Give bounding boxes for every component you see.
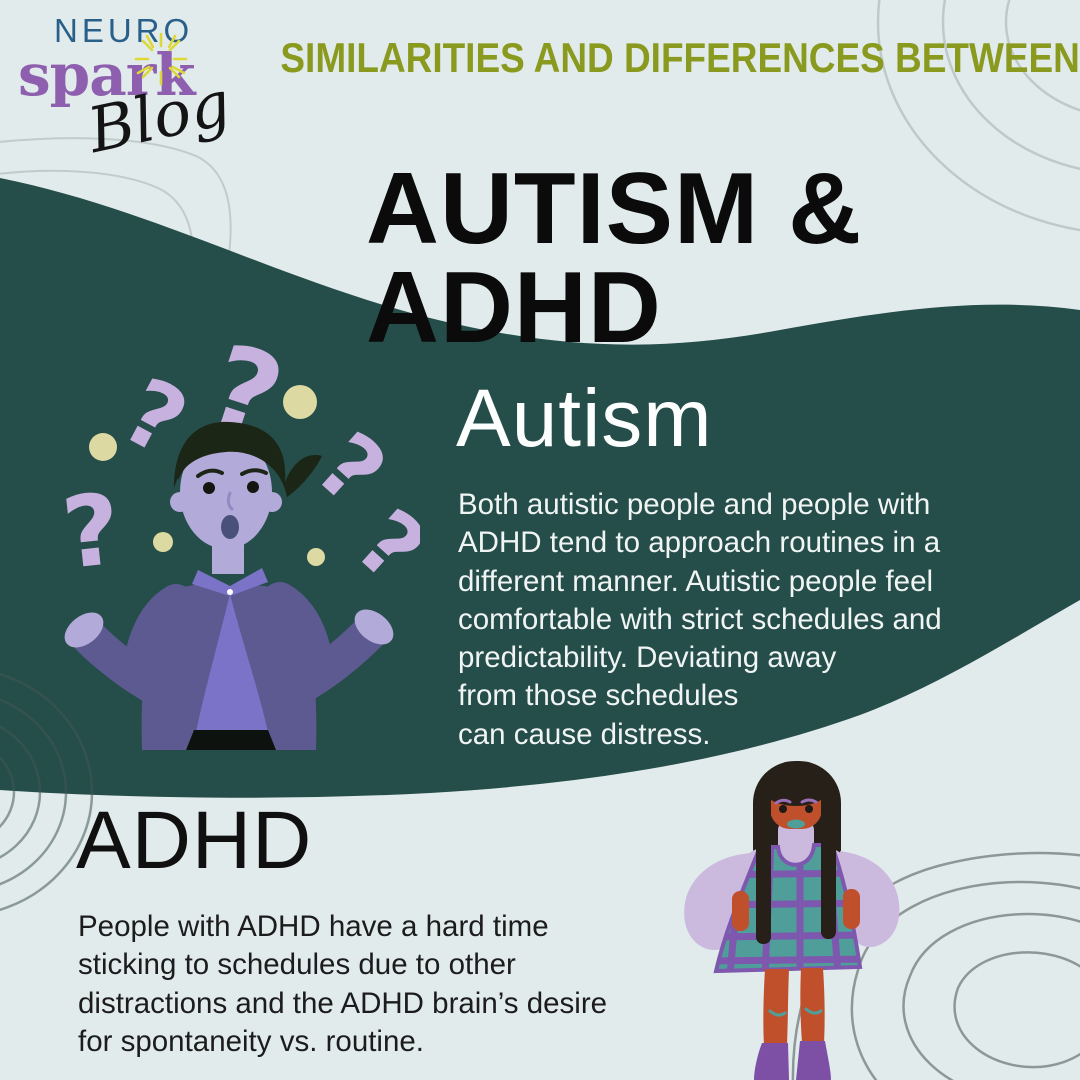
confused-man-illustration: ? ? ? ? ? (57, 330, 420, 750)
topleft-contour-icon (0, 137, 232, 355)
logo-spark-row: spark (18, 32, 278, 112)
sparkle-burst-icon (134, 32, 188, 86)
page-title: AUTISM & ADHD (366, 158, 862, 358)
logo-spark-text: spark (18, 41, 196, 109)
autism-body: Both autistic people and people with ADH… (458, 488, 942, 751)
title-line-1: AUTISM & (366, 152, 863, 265)
logo: NEURO spark Blog (18, 12, 278, 167)
svg-text:?: ? (57, 473, 125, 592)
logo-neuro-text: NEURO (54, 12, 194, 49)
woman-icon (684, 761, 900, 1080)
woman-hands-on-hips-illustration (684, 761, 900, 1080)
kicker-headline: SIMILARITIES AND DIFFERENCES BETWEEN (280, 34, 1080, 81)
autism-heading: Autism (456, 373, 713, 464)
adhd-body: People with ADHD have a hard time sticki… (78, 910, 608, 1058)
adhd-heading: ADHD (76, 795, 313, 886)
